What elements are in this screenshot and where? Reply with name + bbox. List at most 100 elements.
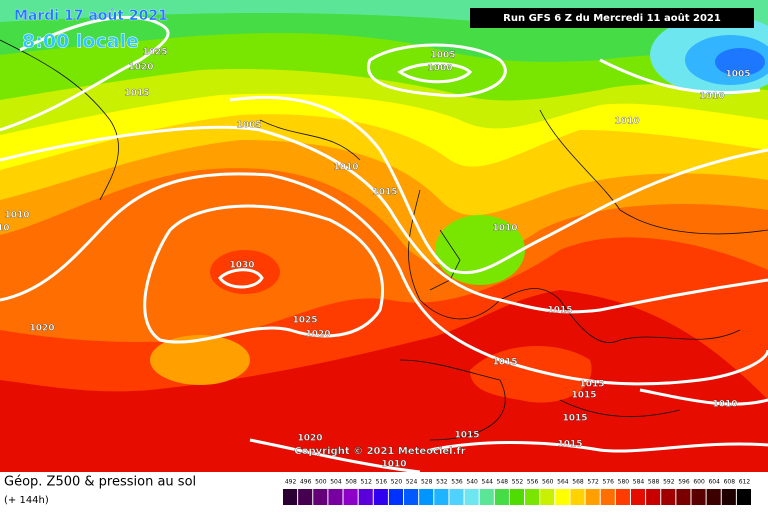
scale-label: 588 <box>648 479 660 486</box>
scale-label: 584 <box>633 479 645 486</box>
scale-swatch <box>525 489 540 505</box>
isobar-label: 1010 <box>712 400 737 410</box>
scale-swatch <box>555 489 570 505</box>
scale-swatch <box>404 489 419 505</box>
scale-label: 492 <box>285 479 297 486</box>
scale-swatch <box>479 489 494 505</box>
scale-label: 592 <box>663 479 675 486</box>
scale-label: 556 <box>527 479 539 486</box>
scale-swatch <box>585 489 600 505</box>
isobar-label: 1010 <box>333 163 358 173</box>
scale-swatch <box>691 489 706 505</box>
scale-label: 608 <box>724 479 736 486</box>
isobar-label: 1020 <box>305 330 330 340</box>
isobar-label: 1015 <box>562 414 587 424</box>
isobar-label: 1015 <box>579 380 604 390</box>
scale-swatch <box>313 489 328 505</box>
isobar-label: 1010 <box>614 117 639 127</box>
scale-swatch <box>449 489 464 505</box>
scale-label: 520 <box>391 479 403 486</box>
scale-label: 500 <box>315 479 327 486</box>
scale-swatch <box>630 489 646 505</box>
copyright: Copyright © 2021 Meteociel.fr <box>294 446 465 457</box>
scale-swatch <box>328 489 343 505</box>
scale-swatch <box>736 489 751 505</box>
scale-swatch <box>706 489 721 505</box>
scale-label: 544 <box>482 479 494 486</box>
scale-swatch <box>464 489 479 505</box>
scale-swatch <box>343 489 358 505</box>
color-scale: 492 496 500 504 508 512 516 520 524 528 532 536 540 5… <box>283 479 751 505</box>
scale-label: 576 <box>603 479 615 486</box>
background <box>0 0 768 472</box>
scale-swatch <box>358 489 373 505</box>
isobar-label: 1025 <box>142 48 167 58</box>
isobar-label: 1030 <box>229 261 254 271</box>
scale-label: 512 <box>360 479 372 486</box>
isobars <box>0 15 768 474</box>
date: Mardi 17 août 2021 <box>14 8 168 24</box>
isobar-label: 1015 <box>454 431 479 441</box>
scale-swatch <box>373 489 388 505</box>
coastlines <box>0 39 768 441</box>
time: 8:00 locale <box>22 31 139 53</box>
scale-label: 552 <box>512 479 524 486</box>
isobar-label: 1025 <box>292 316 317 326</box>
scale-swatch <box>388 489 404 505</box>
scale-swatch <box>283 489 298 505</box>
isobar-label: 1005 <box>430 51 455 61</box>
isobar-label: 1005 <box>725 70 750 80</box>
scale-label: 508 <box>345 479 357 486</box>
isobar-label: 1010 <box>699 92 724 102</box>
scale-swatch <box>419 489 434 505</box>
isobar-label: 1000 <box>427 64 452 74</box>
scale-label: 600 <box>693 479 705 486</box>
lead-time: (+ 144h) <box>4 495 49 506</box>
scale-label: 572 <box>587 479 599 486</box>
scale-label: 540 <box>466 479 478 486</box>
scale-label: 596 <box>678 479 690 486</box>
scale-swatch <box>494 489 509 505</box>
scale-label: 604 <box>708 479 720 486</box>
isobar-label: 1010 <box>0 224 10 234</box>
isobar-labels: 1025 1020 1015 1005 1000 1005 1010 1010 1005 1010… <box>0 47 751 470</box>
scale-swatch <box>600 489 615 505</box>
scale-label: 580 <box>618 479 630 486</box>
footer-title: Géop. Z500 & pression au sol <box>4 475 196 490</box>
scale-label: 564 <box>557 479 569 486</box>
scale-swatch <box>540 489 555 505</box>
scale-label: 560 <box>542 479 554 486</box>
isobar-label: 1015 <box>571 391 596 401</box>
run-info: Run GFS 6 Z du Mercredi 11 août 2021 <box>503 12 721 24</box>
isobar-label: 1005 <box>236 121 261 131</box>
scale-swatch <box>721 489 736 505</box>
scale-swatch <box>570 489 585 505</box>
scale-label: 496 <box>300 479 312 486</box>
isobar-label: 1015 <box>124 89 149 99</box>
isobar-label: 1020 <box>128 63 153 73</box>
isobar-label: 1015 <box>492 358 517 368</box>
scale-label: 528 <box>421 479 433 486</box>
scale-label: 548 <box>497 479 509 486</box>
scale-swatch <box>298 489 313 505</box>
scale-swatch <box>509 489 525 505</box>
scale-label: 524 <box>406 479 418 486</box>
scale-label: 504 <box>330 479 342 486</box>
scale-swatch <box>615 489 630 505</box>
isobar-label: 1015 <box>547 306 572 316</box>
scale-label: 612 <box>739 479 751 486</box>
isobar-label: 1010 <box>381 460 406 470</box>
scale-label: 568 <box>572 479 584 486</box>
isobar-label: 1015 <box>557 440 582 450</box>
scale-swatch <box>434 489 449 505</box>
isobar-label: 1010 <box>4 211 29 221</box>
scale-label: 532 <box>436 479 448 486</box>
scale-label: 516 <box>376 479 388 486</box>
scale-label: 536 <box>451 479 463 486</box>
scale-swatch <box>676 489 691 505</box>
scale-swatch <box>661 489 676 505</box>
isobar-label: 1020 <box>297 434 322 444</box>
isobar-label: 1020 <box>29 324 54 334</box>
scale-swatch <box>646 489 661 505</box>
run-box <box>470 8 754 28</box>
